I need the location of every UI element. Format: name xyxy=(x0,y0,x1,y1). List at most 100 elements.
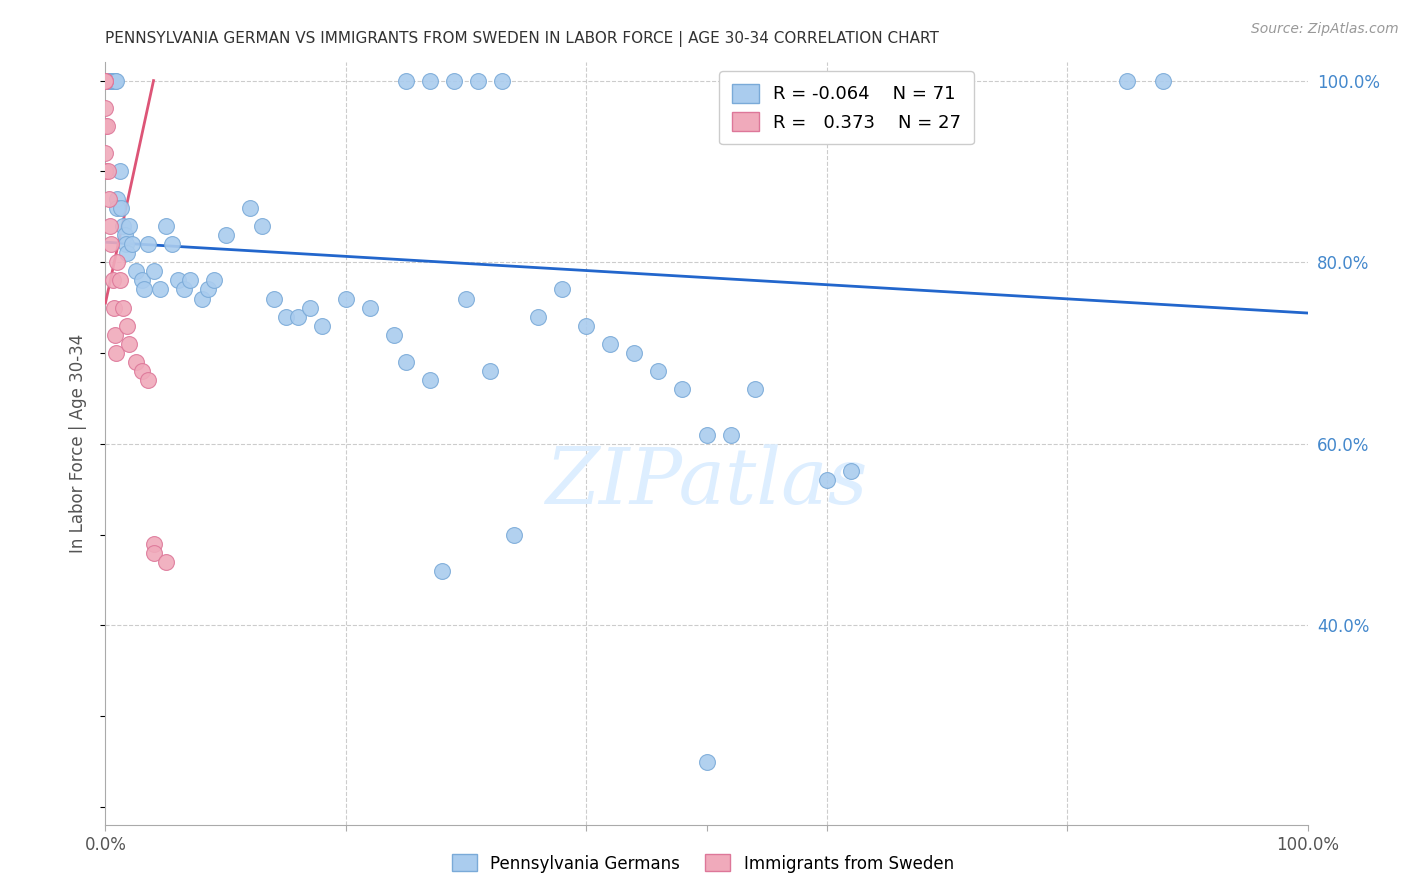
Point xyxy=(443,73,465,87)
Point xyxy=(105,73,128,87)
Point xyxy=(94,73,117,87)
Point xyxy=(298,301,321,315)
Point xyxy=(395,73,418,87)
Point xyxy=(124,264,146,278)
Point xyxy=(311,318,333,333)
Point xyxy=(98,219,121,233)
Point xyxy=(419,73,441,87)
Point xyxy=(104,327,127,342)
Point xyxy=(142,264,165,278)
Point xyxy=(575,318,598,333)
Point xyxy=(100,237,122,252)
Point xyxy=(155,219,177,233)
Point xyxy=(132,282,155,296)
Point xyxy=(107,201,129,215)
Point xyxy=(395,355,418,369)
Point xyxy=(720,427,742,442)
Point xyxy=(96,119,118,133)
Point xyxy=(104,73,127,87)
Point xyxy=(190,292,212,306)
Point xyxy=(131,273,153,287)
Point xyxy=(250,219,273,233)
Point xyxy=(197,282,219,296)
Point xyxy=(173,282,195,296)
Point xyxy=(103,301,125,315)
Point xyxy=(214,227,236,242)
Point xyxy=(551,282,574,296)
Point xyxy=(108,164,131,178)
Point xyxy=(131,364,153,378)
Point xyxy=(97,164,120,178)
Point xyxy=(148,282,170,296)
Point xyxy=(94,146,117,161)
Point xyxy=(142,536,165,550)
Point xyxy=(98,73,121,87)
Point xyxy=(100,73,122,87)
Point xyxy=(94,73,117,87)
Point xyxy=(696,755,718,769)
Point xyxy=(419,373,441,387)
Point xyxy=(815,473,838,487)
Point xyxy=(97,73,120,87)
Point xyxy=(107,192,129,206)
Point xyxy=(98,73,121,87)
Point xyxy=(503,527,526,541)
Point xyxy=(142,546,165,560)
Legend: Pennsylvania Germans, Immigrants from Sweden: Pennsylvania Germans, Immigrants from Sw… xyxy=(446,847,960,880)
Point xyxy=(105,346,128,360)
Point xyxy=(107,255,129,269)
Point xyxy=(166,273,188,287)
Point xyxy=(479,364,502,378)
Point xyxy=(263,292,285,306)
Point xyxy=(155,555,177,569)
Point xyxy=(101,73,124,87)
Point xyxy=(467,73,489,87)
Point xyxy=(121,237,143,252)
Y-axis label: In Labor Force | Age 30-34: In Labor Force | Age 30-34 xyxy=(69,334,87,553)
Point xyxy=(623,346,645,360)
Point xyxy=(454,292,477,306)
Legend: R = -0.064    N = 71, R =   0.373    N = 27: R = -0.064 N = 71, R = 0.373 N = 27 xyxy=(720,71,974,145)
Point xyxy=(110,201,132,215)
Point xyxy=(94,73,117,87)
Point xyxy=(94,73,117,87)
Point xyxy=(274,310,297,324)
Point xyxy=(103,73,125,87)
Point xyxy=(1152,73,1174,87)
Point xyxy=(430,564,453,578)
Point xyxy=(744,382,766,396)
Point xyxy=(94,119,117,133)
Point xyxy=(599,337,621,351)
Point xyxy=(98,192,121,206)
Point xyxy=(136,237,159,252)
Point xyxy=(527,310,550,324)
Point xyxy=(124,355,146,369)
Point xyxy=(202,273,225,287)
Point xyxy=(1116,73,1139,87)
Point xyxy=(108,273,131,287)
Point xyxy=(287,310,309,324)
Text: PENNSYLVANIA GERMAN VS IMMIGRANTS FROM SWEDEN IN LABOR FORCE | AGE 30-34 CORRELA: PENNSYLVANIA GERMAN VS IMMIGRANTS FROM S… xyxy=(105,31,939,47)
Point xyxy=(696,427,718,442)
Point xyxy=(359,301,381,315)
Point xyxy=(136,373,159,387)
Point xyxy=(94,164,117,178)
Point xyxy=(160,237,183,252)
Text: ZIPatlas: ZIPatlas xyxy=(546,443,868,520)
Point xyxy=(839,464,862,478)
Point xyxy=(671,382,693,396)
Point xyxy=(94,73,117,87)
Point xyxy=(115,237,138,252)
Point xyxy=(115,318,138,333)
Point xyxy=(114,227,136,242)
Point xyxy=(112,301,135,315)
Point xyxy=(115,246,138,260)
Point xyxy=(118,219,141,233)
Point xyxy=(335,292,357,306)
Text: Source: ZipAtlas.com: Source: ZipAtlas.com xyxy=(1251,22,1399,37)
Point xyxy=(491,73,513,87)
Point xyxy=(94,101,117,115)
Point xyxy=(382,327,405,342)
Point xyxy=(112,219,135,233)
Point xyxy=(101,273,124,287)
